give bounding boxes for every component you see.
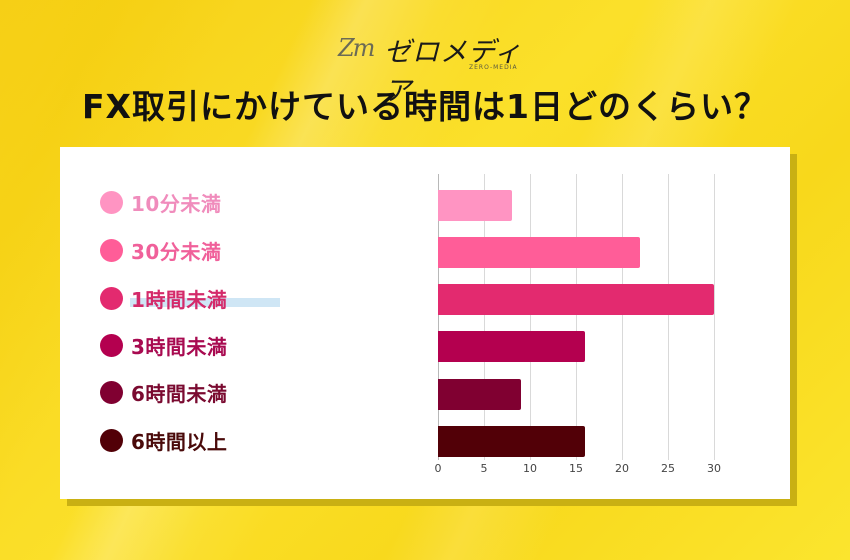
legend-label: 6時間以上 bbox=[131, 429, 228, 454]
legend-label: 10分未満 bbox=[131, 191, 222, 216]
gridline bbox=[576, 174, 577, 460]
bar-1 bbox=[438, 190, 512, 221]
legend-label: 30分未満 bbox=[131, 239, 222, 264]
chart-title: FX取引にかけている時間は1日どのくらい？ bbox=[82, 87, 768, 126]
x-tick-label: 5 bbox=[480, 462, 488, 475]
legend-dot-icon bbox=[100, 190, 123, 214]
x-tick-label: 10 bbox=[523, 462, 537, 475]
legend-item: 30分未満 bbox=[100, 235, 221, 265]
logo-text: ゼロメディア bbox=[384, 37, 523, 107]
gridline bbox=[530, 174, 531, 460]
gridline bbox=[484, 174, 485, 460]
legend-label: 3時間未満 bbox=[131, 334, 228, 359]
x-tick-label: 20 bbox=[615, 462, 629, 475]
legend-label: 6時間未満 bbox=[131, 381, 228, 406]
legend-item: 3時間未満 bbox=[100, 330, 227, 360]
legend-label: 1時間未満 bbox=[131, 287, 228, 312]
plot-area: 0 5 10 15 20 25 30 bbox=[435, 174, 721, 475]
legend-dot-icon bbox=[100, 238, 123, 262]
bar-2 bbox=[438, 237, 641, 268]
legend-item: 6時間未満 bbox=[100, 377, 227, 407]
x-tick-label: 30 bbox=[707, 462, 721, 475]
legend-item: 1時間未満 bbox=[100, 283, 227, 313]
gridline bbox=[438, 174, 439, 460]
gridline bbox=[622, 174, 623, 460]
bar-3 bbox=[438, 284, 714, 315]
logo-mark-icon: Zm bbox=[338, 34, 375, 62]
x-tick-label: 15 bbox=[569, 462, 583, 475]
legend-dot-icon bbox=[100, 380, 123, 404]
x-tick-label: 0 bbox=[434, 462, 442, 475]
logo-subtext: ZERO-MEDIA bbox=[469, 64, 518, 71]
bar-5 bbox=[438, 379, 521, 410]
chart-card: 10分未満 30分未満 1時間未満 3時間未満 6時間未満 6時間以上 0 5 10 15 20 2… bbox=[60, 147, 790, 499]
legend-dot-icon bbox=[100, 428, 123, 452]
highlight-marker bbox=[130, 298, 280, 307]
legend-dot-icon bbox=[100, 333, 123, 357]
bar-4 bbox=[438, 331, 586, 362]
bar-6 bbox=[438, 426, 586, 457]
gridline bbox=[668, 174, 669, 460]
brand-logo: Zm ゼロメディア ZERO-MEDIA bbox=[338, 28, 528, 107]
legend-dot-icon bbox=[100, 286, 123, 310]
legend-item: 10分未満 bbox=[100, 187, 221, 217]
x-tick-label: 25 bbox=[661, 462, 675, 475]
legend-item: 6時間以上 bbox=[100, 425, 227, 455]
gridline bbox=[714, 174, 715, 460]
